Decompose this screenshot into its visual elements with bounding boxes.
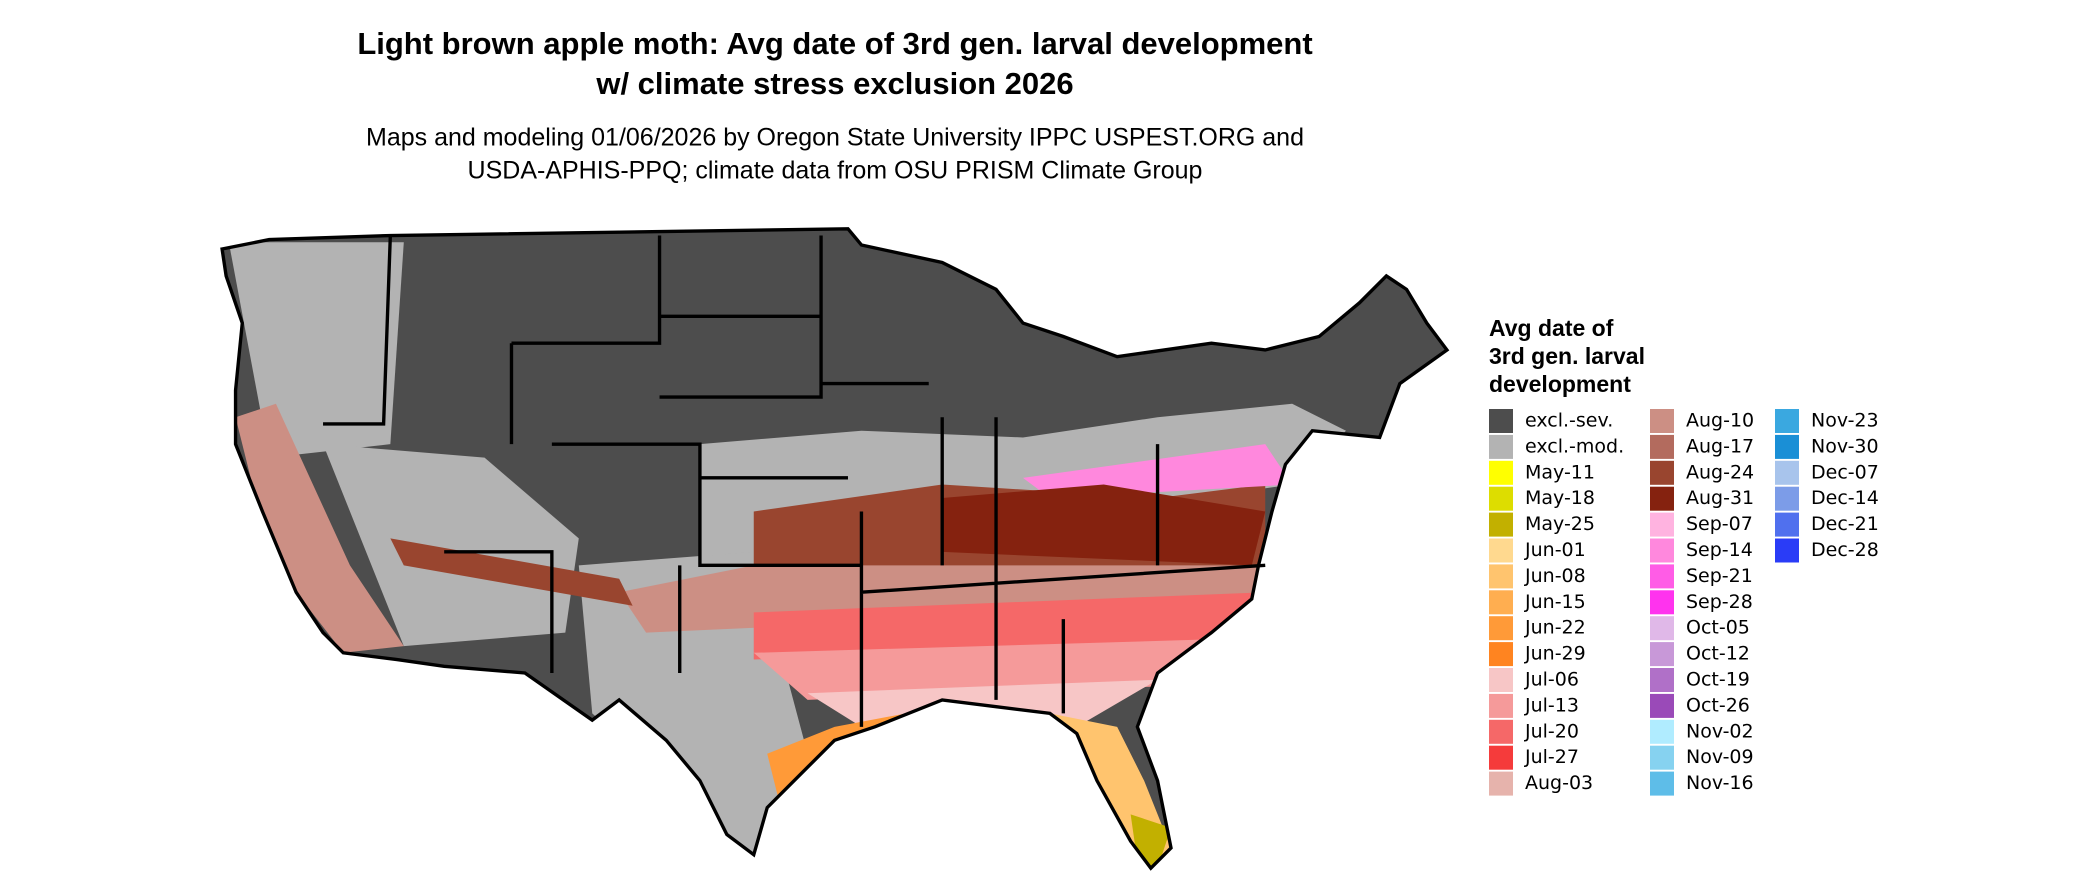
legend-swatch [1650, 486, 1674, 511]
legend-label: Aug-03 [1525, 772, 1593, 794]
legend-swatch [1489, 771, 1513, 796]
legend-swatch [1775, 538, 1799, 563]
legend-label: Oct-26 [1686, 694, 1750, 716]
legend-swatch [1489, 719, 1513, 744]
legend-swatch [1650, 693, 1674, 718]
legend-title: 3rd gen. larval [1489, 343, 1645, 369]
legend-swatch [1650, 745, 1674, 770]
legend-label: Nov-16 [1686, 772, 1754, 794]
legend-swatch [1650, 616, 1674, 641]
legend-label: Jul-13 [1524, 694, 1579, 716]
legend-swatch [1650, 564, 1674, 589]
legend-swatch [1650, 512, 1674, 537]
legend-swatch [1489, 486, 1513, 511]
legend-swatch [1489, 409, 1513, 433]
legend-label: Nov-30 [1811, 435, 1879, 457]
legend-label: Sep-28 [1686, 591, 1753, 613]
map [220, 227, 1450, 871]
legend-swatch [1775, 434, 1799, 459]
legend-swatch [1489, 434, 1513, 459]
subtitle: USDA-APHIS-PPQ; climate data from OSU PR… [468, 157, 1203, 185]
subtitle: Maps and modeling 01/06/2026 by Oregon S… [366, 124, 1304, 152]
legend-swatch [1489, 693, 1513, 718]
legend-label: Jun-29 [1524, 643, 1586, 665]
legend-swatch [1489, 590, 1513, 615]
legend-swatch [1489, 745, 1513, 770]
legend-label: Dec-21 [1811, 513, 1879, 535]
legend-swatch [1775, 512, 1799, 537]
title: w/ climate stress exclusion 2026 [595, 66, 1073, 101]
legend-label: excl.-mod. [1525, 435, 1624, 457]
legend-swatch [1650, 719, 1674, 744]
legend-label: May-18 [1525, 487, 1595, 509]
legend-swatch [1650, 409, 1674, 433]
legend-label: Aug-31 [1686, 487, 1754, 509]
legend-label: Nov-23 [1811, 410, 1879, 432]
legend-label: Jul-06 [1524, 669, 1579, 691]
legend-label: Sep-14 [1686, 539, 1753, 561]
legend-swatch [1650, 434, 1674, 459]
legend-label: Nov-09 [1686, 746, 1754, 768]
title: Light brown apple moth: Avg date of 3rd … [357, 26, 1312, 61]
legend-label: May-11 [1525, 461, 1595, 483]
legend-swatch [1489, 564, 1513, 589]
legend-swatch [1775, 486, 1799, 511]
legend-swatch [1489, 460, 1513, 485]
legend-label: Aug-24 [1686, 461, 1754, 483]
legend-label: May-25 [1525, 513, 1595, 535]
legend-label: excl.-sev. [1525, 410, 1613, 432]
legend-swatch [1489, 642, 1513, 667]
legend-label: Jun-22 [1524, 617, 1586, 639]
legend-label: Aug-17 [1686, 435, 1754, 457]
legend-swatch [1489, 668, 1513, 692]
legend-title: Avg date of [1489, 315, 1614, 341]
legend-label: Dec-07 [1811, 461, 1879, 483]
legend-label: Oct-05 [1686, 617, 1750, 639]
legend-swatch [1489, 512, 1513, 537]
state-borders [220, 227, 1450, 871]
legend-swatch [1489, 538, 1513, 563]
legend-swatch [1650, 668, 1674, 692]
legend-swatch [1650, 460, 1674, 485]
legend-label: Jul-27 [1524, 746, 1579, 768]
legend-swatch [1650, 538, 1674, 563]
legend-label: Dec-14 [1811, 487, 1879, 509]
legend-swatch [1489, 616, 1513, 641]
legend-swatch [1650, 771, 1674, 796]
legend-swatch [1650, 642, 1674, 667]
legend-swatch [1775, 409, 1799, 433]
legend-label: Oct-19 [1686, 669, 1750, 691]
legend-label: Aug-10 [1686, 410, 1754, 432]
legend-title: development [1489, 371, 1631, 397]
legend-label: Dec-28 [1811, 539, 1879, 561]
legend-swatch [1650, 590, 1674, 615]
legend-swatch [1775, 460, 1799, 485]
legend-label: Sep-21 [1686, 565, 1753, 587]
legend-label: Jun-15 [1524, 591, 1586, 613]
legend-label: Jul-20 [1524, 720, 1579, 742]
legend-label: Nov-02 [1686, 720, 1754, 742]
legend-label: Oct-12 [1686, 643, 1750, 665]
legend-label: Jun-08 [1524, 565, 1586, 587]
legend-label: Jun-01 [1524, 539, 1586, 561]
legend-label: Sep-07 [1686, 513, 1753, 535]
